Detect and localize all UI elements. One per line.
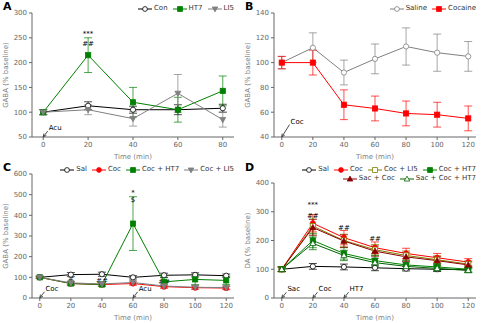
- svg-text:100: 100: [256, 59, 269, 67]
- svg-text:Sac: Sac: [287, 285, 300, 293]
- svg-text:0: 0: [265, 294, 269, 302]
- html-text:Sac + Coc: Sac + Coc: [358, 174, 395, 182]
- html-text:C: C: [3, 161, 12, 174]
- svg-text:500: 500: [14, 191, 27, 199]
- svg-text:200: 200: [14, 253, 27, 261]
- svg-text:##: ##: [338, 224, 350, 232]
- html-text:Coc + HT7: Coc + HT7: [438, 165, 476, 173]
- svg-text:0: 0: [38, 302, 42, 310]
- html-text:A: A: [3, 0, 12, 13]
- svg-text:60: 60: [260, 109, 269, 117]
- svg-text:60: 60: [371, 302, 380, 310]
- svg-text:400: 400: [14, 212, 27, 220]
- svg-text:##: ##: [82, 40, 94, 48]
- svg-text:150: 150: [14, 84, 27, 92]
- svg-text:300: 300: [14, 9, 27, 17]
- svg-text:20: 20: [84, 141, 93, 149]
- svg-text:100: 100: [430, 141, 443, 149]
- html-text:Coc + LI5: Coc + LI5: [200, 165, 234, 173]
- html-text:Sal: Sal: [76, 165, 87, 173]
- html-text:Coc + LI5: Coc + LI5: [383, 165, 418, 173]
- html-text:Coc: Coc: [349, 165, 363, 173]
- svg-text:Time (min): Time (min): [355, 153, 394, 161]
- svg-text:0: 0: [23, 294, 27, 302]
- svg-text:Time (min): Time (min): [355, 314, 394, 322]
- svg-text:120: 120: [220, 302, 233, 310]
- svg-text:$: $: [131, 196, 135, 204]
- svg-text:50: 50: [18, 133, 27, 141]
- svg-text:80: 80: [160, 302, 169, 310]
- svg-text:120: 120: [256, 34, 269, 42]
- svg-text:40: 40: [97, 302, 106, 310]
- svg-text:100: 100: [188, 302, 201, 310]
- svg-text:300: 300: [256, 208, 269, 216]
- svg-text:80: 80: [402, 141, 411, 149]
- html-text:HT7: HT7: [188, 4, 203, 12]
- svg-text:20: 20: [66, 302, 75, 310]
- svg-text:0: 0: [280, 141, 284, 149]
- svg-text:Coc: Coc: [45, 285, 58, 293]
- svg-text:0: 0: [280, 302, 284, 310]
- html-text:B: B: [245, 0, 254, 13]
- svg-text:Time (min): Time (min): [113, 153, 152, 161]
- svg-text:600: 600: [14, 170, 27, 178]
- svg-text:80: 80: [402, 302, 411, 310]
- svg-text:60: 60: [129, 302, 138, 310]
- svg-text:140: 140: [256, 9, 269, 17]
- svg-text:0: 0: [41, 141, 45, 149]
- svg-text:DA (% baseline): DA (% baseline): [244, 212, 252, 268]
- svg-text:80: 80: [260, 84, 269, 92]
- svg-text:60: 60: [371, 141, 380, 149]
- svg-text:400: 400: [256, 179, 269, 187]
- svg-text:100: 100: [14, 274, 27, 282]
- html-text:LI5: LI5: [223, 4, 234, 12]
- svg-text:Acu: Acu: [139, 285, 152, 293]
- svg-text:40: 40: [260, 133, 269, 141]
- svg-text:20: 20: [308, 141, 317, 149]
- svg-text:40: 40: [339, 141, 348, 149]
- svg-text:60: 60: [173, 141, 182, 149]
- svg-text:Coc: Coc: [319, 285, 332, 293]
- html-text:Coc + HT7: Coc + HT7: [141, 165, 180, 173]
- svg-text:***: ***: [83, 30, 94, 38]
- html-text:Sal: Sal: [318, 165, 329, 173]
- html-text:Sac + Coc + HT7: Sac + Coc + HT7: [415, 174, 476, 182]
- svg-text:GABA (% baseline): GABA (% baseline): [244, 42, 252, 108]
- svg-text:40: 40: [129, 141, 138, 149]
- svg-text:GABA (% baseline): GABA (% baseline): [8, 203, 10, 269]
- svg-text:300: 300: [14, 232, 27, 240]
- svg-text:200: 200: [256, 237, 269, 245]
- svg-text:100: 100: [256, 266, 269, 274]
- svg-text:20: 20: [308, 302, 317, 310]
- html-text:Saline: Saline: [405, 4, 427, 12]
- svg-text:Coc: Coc: [291, 118, 304, 126]
- svg-text:100: 100: [14, 109, 27, 117]
- svg-text:##: ##: [369, 235, 381, 243]
- svg-text:200: 200: [14, 59, 27, 67]
- svg-text:Acu: Acu: [49, 124, 62, 132]
- html-text:D: D: [245, 161, 255, 174]
- svg-text:##: ##: [307, 212, 319, 220]
- svg-text:120: 120: [462, 141, 475, 149]
- svg-text:Time (min): Time (min): [113, 314, 152, 322]
- svg-text:100: 100: [430, 302, 443, 310]
- html-text:Coc: Coc: [107, 165, 121, 173]
- svg-text:***: ***: [308, 201, 319, 209]
- svg-text:120: 120: [462, 302, 475, 310]
- html-text:Con: Con: [154, 4, 168, 12]
- svg-text:250: 250: [14, 34, 27, 42]
- svg-text:HT7: HT7: [350, 285, 364, 293]
- svg-text:GABA (% baseline): GABA (% baseline): [8, 42, 10, 108]
- svg-text:40: 40: [339, 302, 348, 310]
- html-text:Cocaine: Cocaine: [448, 4, 476, 12]
- svg-text:80: 80: [218, 141, 227, 149]
